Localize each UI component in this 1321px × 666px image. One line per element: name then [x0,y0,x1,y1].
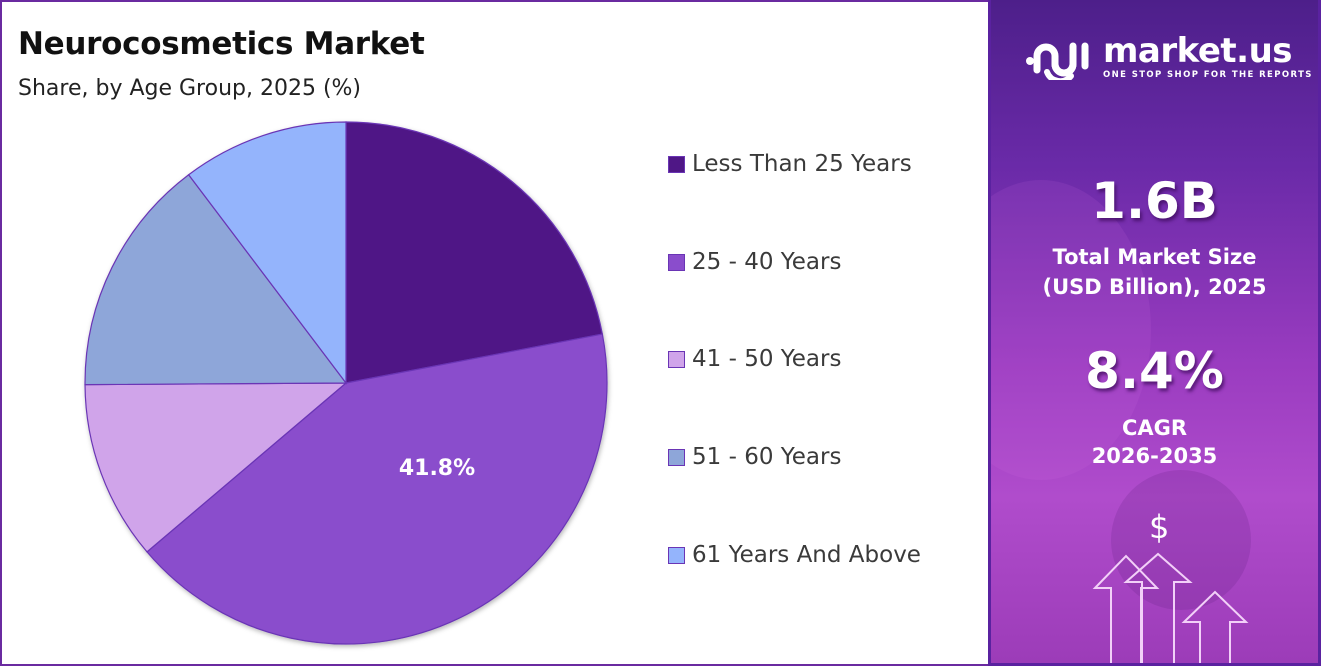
pie-chart-svg: 41.8% [84,121,608,645]
brand-tagline: ONE STOP SHOP FOR THE REPORTS [1103,70,1313,80]
background-decoration [1111,470,1251,610]
legend-swatch [668,350,685,368]
legend-label: 61 Years And Above [692,542,921,568]
chart-title: Neurocosmetics Market [18,26,425,62]
pie-slice-61-years-and-above [187,121,347,385]
pie-slice-51-60-years [84,173,348,386]
legend-label: Less Than 25 Years [692,151,912,177]
cagr-period: 2026-2035 [1091,444,1218,468]
legend-item-41-50: 41 - 50 Years [668,346,841,372]
stats-panel: market.us ONE STOP SHOP FOR THE REPORTS … [988,0,1321,666]
cagr-value: 8.4% [1085,342,1224,400]
pie-slice-less-than-25-years [345,121,604,384]
market-size-label-line1: Total Market Size [1052,245,1257,269]
legend-swatch [668,155,685,173]
legend-label: 41 - 50 Years [692,346,842,372]
legend-swatch [668,253,685,271]
market-us-logo-icon [1026,42,1089,80]
dollar-icon: $ [1149,508,1170,546]
legend-item-51-60: 51 - 60 Years [668,444,841,470]
pie-chart: 41.8% [84,121,608,645]
legend-swatch [668,448,685,466]
brand-logo: market.us ONE STOP SHOP FOR THE REPORTS [1025,34,1313,80]
legend-label: 51 - 60 Years [692,444,842,470]
legend-item-25-40: 25 - 40 Years [668,249,841,275]
chart-subtitle: Share, by Age Group, 2025 (%) [18,76,362,101]
pie-slice-25-40-years [146,333,608,645]
slice-value-label: 41.8% [399,456,475,481]
brand-name: market.us [1103,31,1293,71]
legend-item-less-than-25: Less Than 25 Years [668,151,912,177]
pie-slice-41-50-years [84,382,348,553]
legend-item-61-and-above: 61 Years And Above [668,542,921,568]
market-size-value: 1.6B [1091,172,1218,230]
cagr-label: CAGR [1121,416,1188,440]
market-size-label-line2: (USD Billion), 2025 [1042,275,1267,299]
legend-swatch [668,546,685,564]
growth-arrows-icon [1092,552,1249,663]
legend-label: 25 - 40 Years [692,249,842,275]
